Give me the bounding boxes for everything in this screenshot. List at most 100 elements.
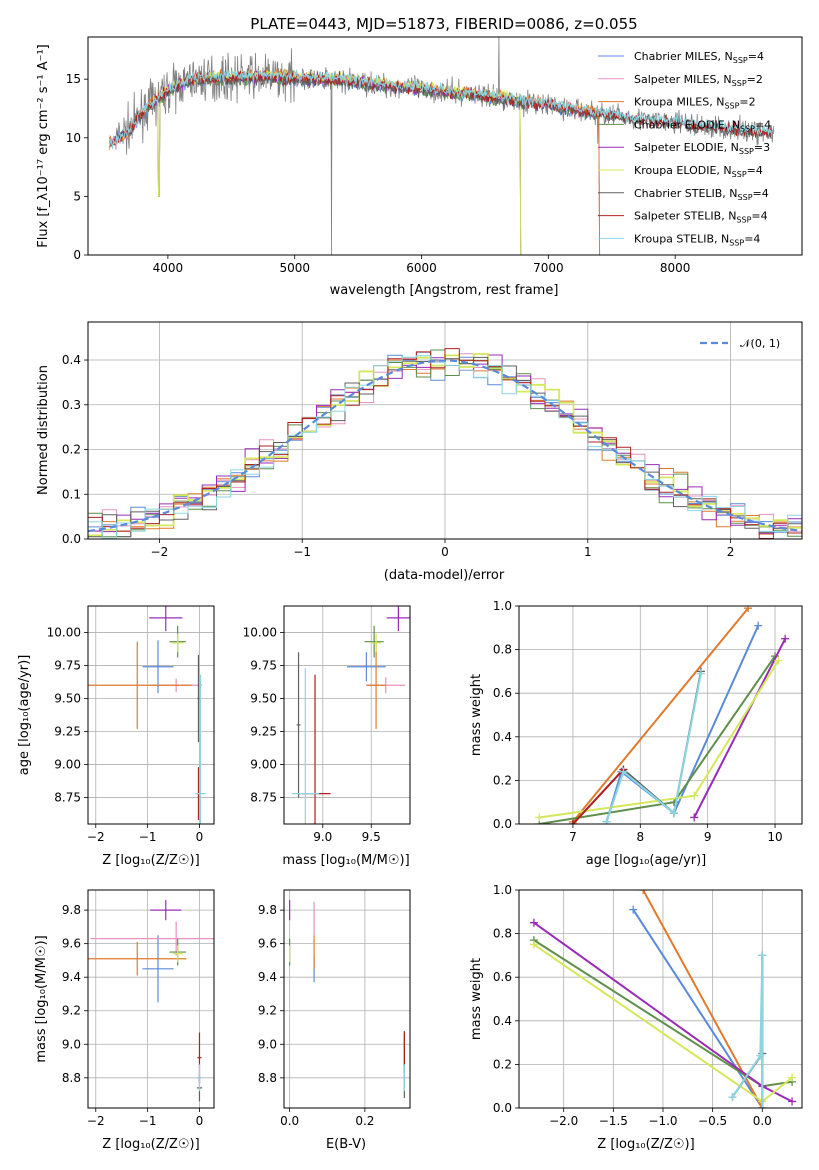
y-tick-label: 0.6: [493, 686, 512, 700]
axes-frame: [87, 36, 803, 256]
x-tick-label: 0: [196, 830, 204, 844]
y-tick-label: 9.8: [62, 903, 81, 917]
weight-line: [693, 638, 787, 818]
y-tick-label: 9.00: [250, 758, 277, 772]
weight-marker: [629, 905, 638, 914]
x-tick-label: 10: [767, 830, 782, 844]
spectrum-model-line: [109, 71, 772, 146]
y-tick-label: 9.4: [258, 970, 277, 984]
age-mass-x-label: mass [log₁₀(M/M☉)]: [282, 853, 409, 868]
y-tick-label: 8.75: [54, 791, 81, 805]
y-tick-label: 1.0: [493, 599, 512, 613]
x-tick-label: 6000: [406, 261, 437, 275]
residuals-x-label: (data-model)/error: [384, 568, 505, 583]
mw-age-y-label: mass weight: [469, 674, 484, 756]
x-tick-label: −1.0: [648, 1114, 677, 1128]
x-tick-label: −1: [139, 1114, 157, 1128]
weight-marker: [690, 791, 699, 800]
legend-entry: Kroupa STELIB, NSSP=4: [634, 232, 760, 247]
mass-ebv-x-label: E(B-V): [326, 1137, 366, 1152]
y-tick-label: 0.2: [493, 773, 512, 787]
legend-entry: Salpeter ELODIE, NSSP=3: [634, 141, 770, 156]
weight-marker: [728, 1093, 737, 1102]
spectrum-y-label: Flux [f_λ10⁻¹⁷ erg cm⁻² s⁻¹ A⁻¹]: [36, 44, 51, 248]
y-tick-label: 10: [66, 131, 81, 145]
weight-marker: [535, 813, 544, 822]
x-tick-label: 2: [727, 545, 735, 559]
plot-area: [535, 606, 790, 824]
x-tick-label: 9.0: [313, 830, 332, 844]
weight-marker: [568, 820, 577, 824]
legend-entry: Chabrier MILES, NSSP=4: [634, 50, 764, 65]
mw-z-x-label: Z [log₁₀(Z/Z☉)]: [597, 1137, 694, 1152]
x-tick-label: 8: [636, 830, 644, 844]
y-tick-label: 0.4: [493, 730, 512, 744]
spectrum-x-label: wavelength [Angstrom, rest frame]: [330, 283, 559, 298]
spectrum-model-line: [109, 70, 773, 148]
weight-line: [605, 673, 702, 823]
x-tick-label: 7000: [533, 261, 564, 275]
y-tick-label: 1.0: [493, 883, 512, 897]
x-tick-label: −1: [139, 830, 157, 844]
axes-frame: [283, 889, 411, 1109]
spectrum-model-line: [149, 72, 523, 255]
y-tick-label: 0.8: [493, 927, 512, 941]
x-tick-label: −2: [151, 545, 169, 559]
chart-title: PLATE=0443, MJD=51873, FIBERID=0086, z=0…: [250, 15, 637, 33]
mw-age-x-label: age [log₁₀(age/yr)]: [586, 853, 707, 868]
x-tick-label: 0.2: [355, 1114, 374, 1128]
y-tick-label: 9.75: [54, 658, 81, 672]
spectrum-model-line: [109, 69, 773, 150]
y-tick-label: 10.00: [243, 625, 277, 639]
mass-vs-ebv-panel: E(B-V) 0.0 0.2 8.8 9.0 9.2 9.4 9.6 9.8: [258, 889, 411, 1152]
weight-line: [605, 625, 760, 823]
x-tick-label: −0.5: [698, 1114, 727, 1128]
x-tick-label: 4000: [153, 261, 184, 275]
axes-frame: [518, 889, 803, 1109]
x-tick-label: 5000: [279, 261, 310, 275]
x-tick-label: −2.0: [549, 1114, 578, 1128]
y-tick-label: 0.4: [62, 353, 81, 367]
y-tick-label: 9.6: [62, 937, 81, 951]
weight-line: [539, 659, 780, 819]
weight-marker: [754, 621, 763, 630]
y-tick-label: 9.4: [62, 970, 81, 984]
legend-entry: Salpeter STELIB, NSSP=4: [634, 210, 768, 225]
y-tick-label: 9.00: [54, 758, 81, 772]
weight-line: [572, 768, 625, 824]
x-tick-label: 8000: [660, 261, 691, 275]
weight-marker: [781, 634, 790, 643]
y-tick-label: 9.25: [250, 725, 277, 739]
axes-frame: [518, 605, 803, 825]
weight-marker: [788, 1073, 797, 1082]
x-tick-label: −2: [87, 830, 105, 844]
weight-marker: [744, 606, 753, 613]
weight-line: [572, 671, 702, 824]
weight-marker: [690, 813, 699, 822]
y-tick-label: 9.2: [62, 1004, 81, 1018]
weight-marker: [696, 669, 705, 678]
x-tick-label: 0.0: [280, 1114, 299, 1128]
y-tick-label: 0.4: [493, 1014, 512, 1028]
age-z-y-label: age [log₁₀(age/yr)]: [17, 655, 32, 776]
residuals-y-label: Normed distribution: [36, 365, 51, 495]
legend-entry: 𝒩(0, 1): [740, 337, 780, 350]
x-tick-label: 0: [441, 545, 449, 559]
plot-area: [88, 900, 214, 1102]
weight-line: [572, 607, 749, 823]
histogram-step: [88, 355, 802, 539]
y-tick-label: 0.6: [493, 970, 512, 984]
x-tick-label: 0: [196, 1114, 204, 1128]
y-tick-label: 0.1: [62, 487, 81, 501]
x-tick-label: 9.5: [362, 830, 381, 844]
y-tick-label: 15: [66, 72, 81, 86]
weight-marker: [669, 809, 678, 818]
y-tick-label: 8.8: [258, 1071, 277, 1085]
y-tick-label: 9.50: [54, 691, 81, 705]
weight-line: [731, 955, 764, 1108]
y-tick-label: 9.0: [258, 1037, 277, 1051]
residuals-panel: (data-model)/error Normed distribution −…: [36, 321, 803, 583]
x-tick-label: 0.0: [753, 1114, 772, 1128]
y-tick-label: 9.25: [54, 725, 81, 739]
weight-marker: [788, 1097, 797, 1106]
